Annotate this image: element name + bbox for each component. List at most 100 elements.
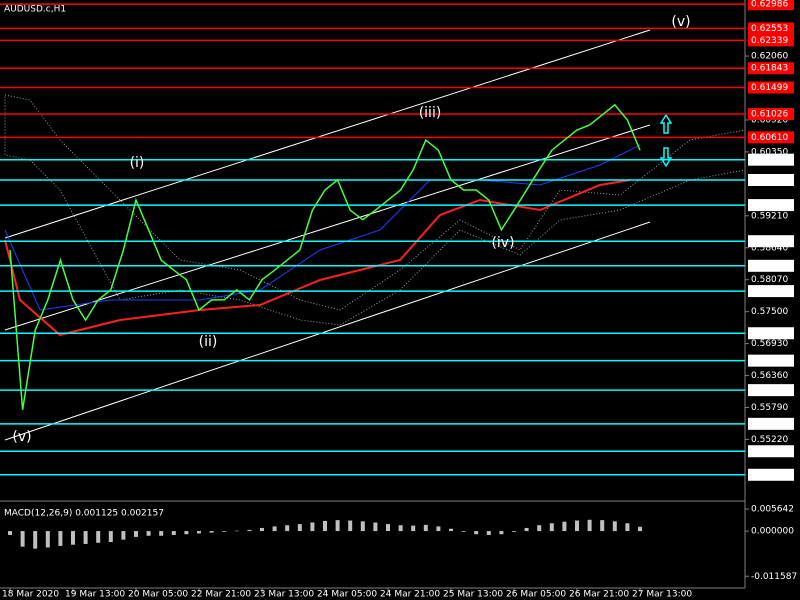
histogram-bar	[171, 531, 176, 535]
channel-line	[4, 221, 651, 441]
y-tick-label: 0.58070	[751, 275, 788, 285]
x-tick-label: 25 Mar 13:00	[443, 590, 503, 600]
x-tick-label: 24 Mar 21:00	[380, 590, 440, 600]
histogram-bar	[524, 527, 529, 532]
y-tick-label: 0.005642	[751, 505, 794, 515]
indicator-title: MACD(12,26,9) 0.001125 0.002157	[4, 509, 164, 519]
moving-average	[4, 144, 641, 311]
histogram-bar	[575, 520, 579, 532]
histogram-bar	[8, 531, 12, 535]
y-tick-label: 0.000000	[751, 527, 794, 537]
channel-line	[4, 29, 651, 239]
y-tick-label: 0.59210	[751, 211, 788, 221]
histogram-bar	[71, 531, 75, 545]
level-label: 0.55010	[751, 447, 788, 457]
histogram-bar	[33, 531, 38, 549]
wave-label: (v)	[12, 429, 31, 445]
histogram-bar	[247, 529, 252, 532]
level-label-bg	[748, 173, 794, 186]
y-tick-label: 0.62060	[751, 52, 788, 62]
y-tick-label: -0.011587	[751, 572, 797, 582]
y-tick-label: 0.56930	[751, 339, 788, 349]
histogram-bar	[45, 531, 50, 548]
histogram-bar	[360, 521, 365, 532]
wave-label: (ii)	[199, 334, 218, 350]
level-label: 0.61026	[751, 110, 788, 120]
level-label: 0.62986	[751, 0, 788, 10]
up-arrow	[659, 113, 673, 134]
histogram-bar	[222, 531, 227, 532]
wave-label: (iii)	[419, 105, 442, 121]
x-tick-label: 18 Mar 2020	[2, 590, 59, 600]
histogram-bar	[310, 522, 315, 532]
level-label-bg	[748, 235, 794, 248]
level-label: 0.60211	[751, 155, 788, 165]
moving-average	[4, 179, 631, 337]
histogram-bar	[474, 531, 479, 535]
histogram-bar	[562, 521, 567, 532]
y-tick-label: 0.55790	[751, 403, 788, 413]
level-label: 0.58757	[751, 237, 788, 247]
histogram-bar	[197, 531, 201, 534]
down-arrow	[659, 147, 673, 168]
x-tick-label: 23 Mar 13:00	[254, 590, 314, 600]
decorations	[0, 0, 746, 589]
level-label-bg	[748, 384, 794, 397]
histogram-bar	[612, 521, 617, 532]
histogram-bar	[461, 531, 466, 532]
histogram-bar	[297, 524, 302, 532]
histogram-bar	[260, 527, 264, 532]
level-label-bg	[748, 108, 794, 121]
level-label: 0.55499	[751, 419, 788, 429]
level-label: 0.62339	[751, 36, 788, 46]
x-tick-label: 22 Mar 21:00	[191, 590, 251, 600]
histogram-bar	[348, 520, 353, 532]
histogram-bar	[411, 525, 416, 532]
level-label: 0.56626	[751, 356, 788, 366]
level-label: 0.59849	[751, 175, 788, 185]
histogram-bar	[134, 531, 138, 537]
histogram-bar	[184, 531, 189, 535]
level-label-bg	[748, 417, 794, 430]
histogram-bar	[625, 523, 630, 532]
histogram-bar	[272, 526, 277, 532]
level-label-bg	[748, 81, 794, 94]
level-label: 0.57867	[751, 287, 788, 297]
histogram-bar	[398, 525, 403, 532]
x-tick-label: 26 Mar 21:00	[569, 590, 629, 600]
x-tick-label: 27 Mar 13:00	[632, 590, 692, 600]
histogram-bar	[96, 531, 101, 543]
histogram-bar	[108, 531, 113, 542]
x-tick-label: 19 Mar 13:00	[65, 590, 125, 600]
histogram-bar	[436, 526, 441, 532]
level-label-bg	[748, 327, 794, 340]
histogram-bar	[587, 519, 592, 532]
histogram-bar	[285, 525, 290, 532]
level-label-bg	[748, 259, 794, 272]
level-label-bg	[748, 445, 794, 458]
histogram-bar	[386, 524, 390, 532]
histogram-bar	[499, 531, 504, 535]
level-label: 0.60610	[751, 133, 788, 143]
wave-label: (iv)	[491, 235, 514, 251]
level-label-bg	[748, 62, 794, 75]
y-tick-label: 0.55220	[751, 435, 788, 445]
x-tick-label: 24 Mar 05:00	[317, 590, 377, 600]
histogram-bar	[549, 523, 554, 532]
histogram-bar	[146, 531, 151, 536]
histogram-bar	[234, 530, 239, 532]
level-label-bg	[748, 0, 794, 11]
price-line	[9, 103, 641, 410]
level-label: 0.58318	[751, 261, 788, 271]
level-label-bg	[748, 34, 794, 47]
y-tick-label: 0.57500	[751, 307, 788, 317]
histogram-bar	[159, 531, 164, 536]
y-tick-label: 0.56360	[751, 371, 788, 381]
histogram-bar	[121, 531, 126, 540]
level-label-bg	[748, 131, 794, 144]
histogram-bar	[486, 531, 491, 535]
histogram-bar	[335, 520, 340, 532]
histogram-bar	[20, 531, 25, 547]
histogram-bar	[58, 531, 63, 546]
x-tick-label: 20 Mar 05:00	[128, 590, 188, 600]
